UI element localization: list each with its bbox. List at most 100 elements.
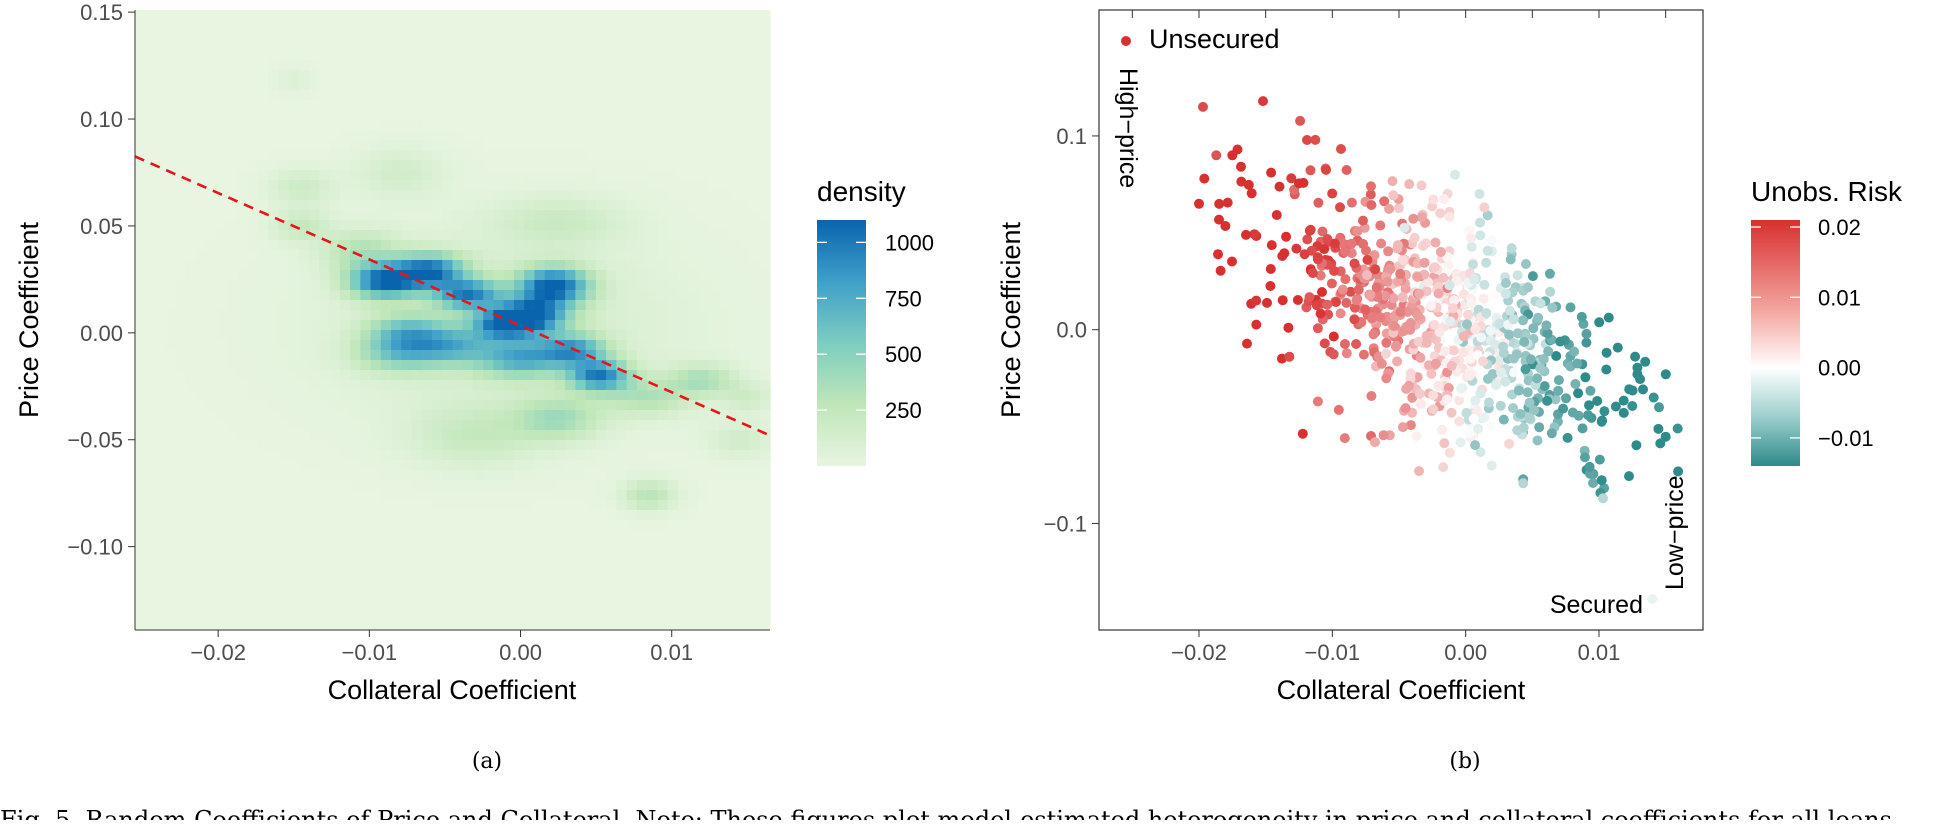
density-cell [554,510,566,521]
density-cell [616,130,628,141]
density-cell [196,250,208,261]
density-cell [688,500,699,511]
density-cell [667,490,679,501]
density-cell [472,380,484,391]
scatter-point [1337,238,1348,249]
density-cell [452,240,464,251]
density-cell [708,220,720,231]
density-cell [278,300,290,311]
density-cell [708,90,720,101]
scatter-point [1640,356,1651,367]
density-cell [145,70,157,81]
density-cell [452,70,464,81]
density-cell [595,320,607,331]
density-cell [575,580,587,591]
scatter-point [1337,284,1348,295]
density-cell [749,160,761,171]
density-cell [165,470,177,481]
density-cell [565,340,576,351]
density-cell [606,380,617,391]
density-cell [616,50,628,61]
scatter-point [1505,305,1515,316]
density-cell [472,300,484,311]
density-cell [309,250,320,261]
density-cell [616,350,628,361]
density-cell [135,230,146,241]
scatter-point [1349,302,1360,313]
density-cell [606,350,617,361]
density-cell [216,580,228,591]
density-cell [442,600,454,611]
density-cell [534,120,546,131]
density-cell [544,540,556,551]
density-cell [186,170,198,181]
density-cell [175,570,187,581]
density-cell [165,130,177,141]
density-cell [636,550,648,561]
density-cell [718,100,730,111]
density-cell [729,500,740,511]
density-cell [442,260,454,271]
density-cell [257,140,269,151]
density-cell [442,570,454,581]
scatter-point [1358,215,1368,226]
density-cell [565,400,576,411]
density-cell [606,270,617,281]
density-cell [401,420,413,431]
density-cell [636,310,648,321]
density-cell [319,140,331,151]
density-cell [657,90,669,101]
density-cell [298,320,310,331]
density-cell [360,180,372,191]
density-cell [237,520,249,531]
density-cell [688,240,699,251]
density-cell [247,120,259,131]
density-cell [595,460,607,471]
density-cell [442,530,454,541]
density-cell [513,20,525,31]
density-cell [257,620,269,631]
density-cell [145,390,157,401]
density-cell [739,230,751,241]
density-cell [616,250,628,261]
density-cell [729,340,740,351]
density-cell [565,120,576,131]
density-cell [391,270,402,281]
density-cell [309,450,320,461]
scatter-point [1304,225,1315,236]
density-cell [749,80,761,91]
density-cell [616,610,628,621]
density-cell [421,80,433,91]
density-cell [155,120,167,131]
density-cell [401,120,413,131]
density-cell [319,540,331,551]
density-cell [319,30,331,41]
density-cell [606,290,617,301]
density-cell [329,190,341,201]
density-cell [524,280,536,291]
density-cell [329,600,341,611]
density-cell [268,180,279,191]
density-cell [616,570,628,581]
density-cell [718,170,730,181]
density-cell [636,450,648,461]
density-cell [309,490,320,501]
density-cell [688,370,699,381]
density-cell [503,30,515,41]
density-cell [165,300,177,311]
scatter-point [1500,288,1511,299]
density-cell [216,320,228,331]
density-cell [432,20,443,31]
density-cell [749,580,761,591]
density-cell [688,50,699,61]
density-cell [667,590,679,601]
density-cell [370,170,382,181]
density-cell [411,30,423,41]
density-cell [575,340,587,351]
density-cell [278,430,290,441]
density-cell [145,290,157,301]
density-cell [708,310,720,321]
density-cell [401,230,413,241]
density-cell [595,230,607,241]
density-cell [432,290,443,301]
